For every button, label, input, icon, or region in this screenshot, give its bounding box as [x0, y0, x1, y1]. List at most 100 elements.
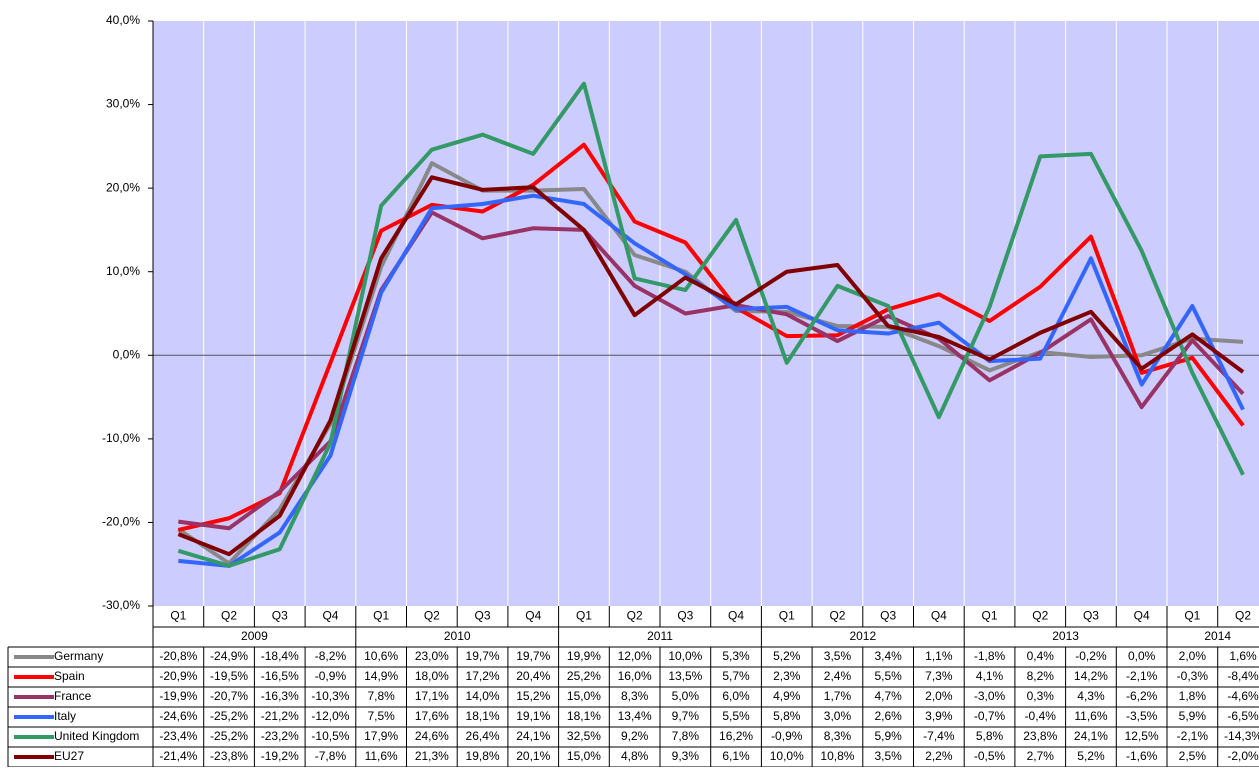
table-value: 2,4%: [824, 669, 852, 683]
x-tick-label: Q4: [525, 609, 541, 623]
table-value: 2,6%: [874, 709, 902, 723]
x-tick-label: Q2: [424, 609, 440, 623]
table-value: 7,8%: [672, 729, 700, 743]
series-line: [177, 81, 1245, 568]
table-value: 14,0%: [466, 689, 500, 703]
table-value: 1,7%: [824, 689, 852, 703]
x-tick-label: Q1: [170, 609, 186, 623]
table-value: 24,1%: [1074, 729, 1108, 743]
table-value: 12,5%: [1125, 729, 1159, 743]
table-value: -6,2%: [1126, 689, 1158, 703]
table-value: 17,6%: [415, 709, 449, 723]
y-tick-label: 0,0%: [113, 347, 141, 361]
table-value: -8,4%: [1227, 669, 1259, 683]
table-value: 1,1%: [925, 649, 953, 663]
table-value: -0,5%: [974, 749, 1006, 763]
legend-label: France: [54, 689, 92, 703]
table-value: 14,2%: [1074, 669, 1108, 683]
legend-label: EU27: [54, 749, 84, 763]
table-value: 9,3%: [672, 749, 700, 763]
x-tick-label: Q4: [1134, 609, 1150, 623]
table-value: -19,9%: [159, 689, 197, 703]
table-value: 5,5%: [722, 709, 750, 723]
x-group-label: 2011: [647, 629, 673, 643]
x-group-label: 2010: [444, 629, 471, 643]
table-value: -18,4%: [261, 649, 299, 663]
table-value: 3,0%: [824, 709, 852, 723]
table-value: 7,3%: [925, 669, 953, 683]
table-value: 10,6%: [364, 649, 398, 663]
table-value: 16,0%: [618, 669, 652, 683]
table-value: 4,1%: [976, 669, 1004, 683]
y-tick-label: -10,0%: [102, 431, 140, 445]
series-line: [177, 175, 1245, 557]
table-value: 7,5%: [367, 709, 395, 723]
table-value: -25,2%: [210, 709, 248, 723]
x-tick-label: Q3: [272, 609, 288, 623]
table-value: 24,1%: [516, 729, 550, 743]
x-tick-label: Q2: [1235, 609, 1251, 623]
table-value: 19,8%: [466, 749, 500, 763]
table-value: 25,2%: [567, 669, 601, 683]
table-value: 21,3%: [415, 749, 449, 763]
table-value: -2,0%: [1227, 749, 1259, 763]
table-value: 2,2%: [925, 749, 953, 763]
table-value: 17,1%: [415, 689, 449, 703]
table-value: 3,9%: [925, 709, 953, 723]
table-value: 15,2%: [516, 689, 550, 703]
table-value: 26,4%: [466, 729, 500, 743]
table-value: -16,3%: [261, 689, 299, 703]
y-tick-label: -30,0%: [102, 598, 140, 612]
table-value: 13,4%: [618, 709, 652, 723]
table-value: 3,5%: [874, 749, 902, 763]
table-value: -1,8%: [974, 649, 1006, 663]
table-value: -3,5%: [1126, 709, 1158, 723]
table-value: 0,4%: [1027, 649, 1055, 663]
table-value: 1,8%: [1179, 689, 1207, 703]
table-value: -0,9%: [771, 729, 803, 743]
x-tick-label: Q3: [1083, 609, 1099, 623]
x-tick-label: Q4: [322, 609, 338, 623]
table-value: 19,7%: [516, 649, 550, 663]
table-value: 5,2%: [1077, 749, 1105, 763]
table-value: 5,8%: [773, 709, 801, 723]
table-value: 17,9%: [364, 729, 398, 743]
table-value: -12,0%: [311, 709, 349, 723]
table-value: -20,8%: [159, 649, 197, 663]
table-value: 7,8%: [367, 689, 395, 703]
table-value: 20,1%: [516, 749, 550, 763]
y-tick-label: 20,0%: [106, 180, 140, 194]
table-value: 5,9%: [874, 729, 902, 743]
table-value: 23,8%: [1023, 729, 1057, 743]
legend-label: Italy: [54, 709, 76, 723]
table-value: 4,9%: [773, 689, 801, 703]
x-tick-label: Q1: [1184, 609, 1200, 623]
table-value: 17,2%: [466, 669, 500, 683]
x-group-label: 2012: [849, 629, 876, 643]
table-value: 6,0%: [722, 689, 750, 703]
table-value: -0,4%: [1025, 709, 1057, 723]
table-value: 15,0%: [567, 749, 601, 763]
x-tick-label: Q2: [221, 609, 237, 623]
plot-area: [153, 21, 1259, 606]
table-value: 10,0%: [770, 749, 804, 763]
table-value: 20,4%: [516, 669, 550, 683]
table-value: 5,9%: [1179, 709, 1207, 723]
table-value: -0,9%: [315, 669, 347, 683]
table-value: -20,9%: [159, 669, 197, 683]
table-value: -21,2%: [261, 709, 299, 723]
table-value: -6,5%: [1227, 709, 1259, 723]
table-value: 8,3%: [621, 689, 649, 703]
x-group-label: 2009: [241, 629, 268, 643]
y-tick-label: 40,0%: [106, 13, 140, 27]
table-value: 5,8%: [976, 729, 1004, 743]
table-value: 18,1%: [466, 709, 500, 723]
table-value: 5,3%: [722, 649, 750, 663]
x-group-label: 2013: [1052, 629, 1079, 643]
x-tick-label: Q3: [475, 609, 491, 623]
table-value: 12,0%: [618, 649, 652, 663]
table-value: -3,0%: [974, 689, 1006, 703]
table-value: 16,2%: [719, 729, 753, 743]
table-value: 4,3%: [1077, 689, 1105, 703]
